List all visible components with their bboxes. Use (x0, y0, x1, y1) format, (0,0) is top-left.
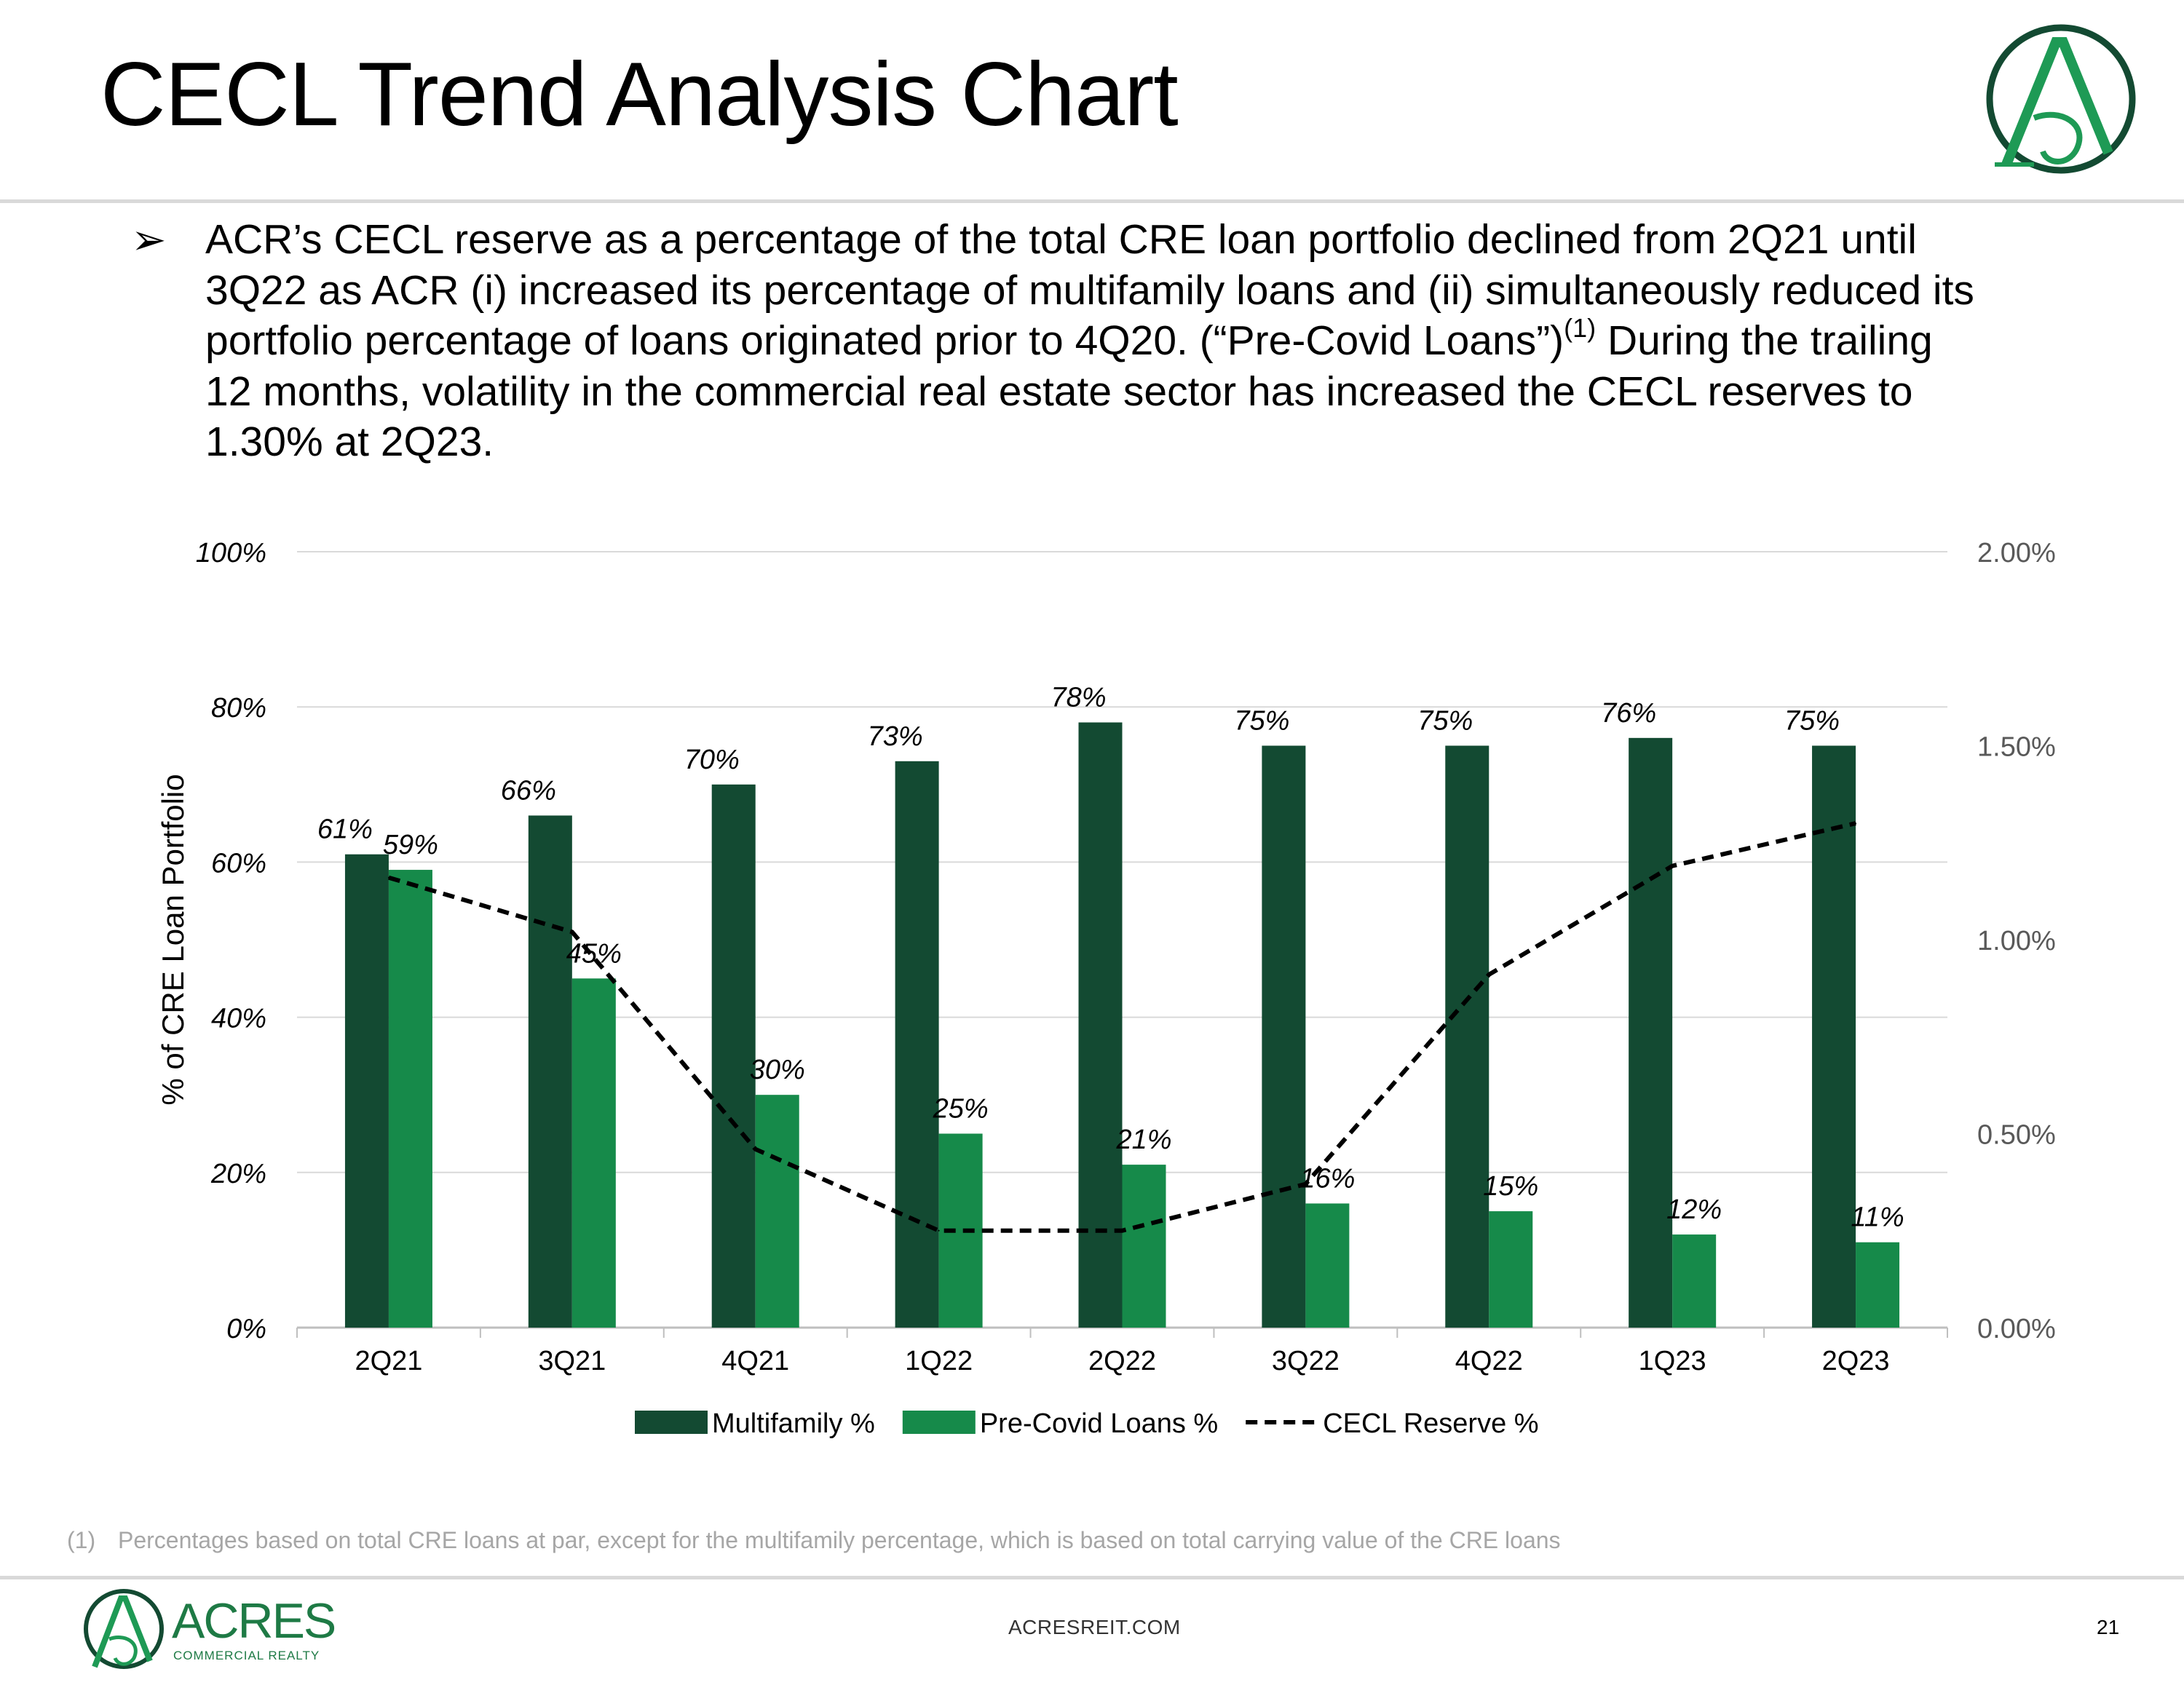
footer-tagline: COMMERCIAL REALTY (173, 1649, 320, 1662)
footnote: (1) Percentages based on total CRE loans… (67, 1527, 1561, 1554)
x-axis-tick-label: 1Q23 (1639, 1346, 1706, 1376)
multifamily-data-label: 76% (1601, 698, 1656, 729)
pre-covid-data-label: 30% (750, 1055, 805, 1085)
footnote-text: Percentages based on total CRE loans at … (118, 1527, 1561, 1553)
acres-footer-logo: ACRES COMMERCIAL REALTY (84, 1589, 336, 1669)
multifamily-bar (344, 854, 389, 1328)
footnote-reference: (1) (1564, 313, 1597, 343)
right-axis-tick-label: 1.00% (1977, 926, 2056, 956)
x-axis-tick-label: 4Q22 (1455, 1346, 1523, 1376)
summary-text-tail: During the trailing 12 months, volatilit… (205, 317, 1933, 465)
footer-brand: ACRES (172, 1593, 335, 1649)
page-title: CECL Trend Analysis Chart (100, 44, 1179, 145)
multifamily-bar (528, 815, 572, 1328)
left-axis-title: % of CRE Loan Portfolio (156, 774, 190, 1105)
multifamily-bar (711, 784, 756, 1328)
pre-covid-data-label: 12% (1666, 1194, 1722, 1225)
legend-label: Pre-Covid Loans % (980, 1408, 1218, 1439)
right-axis-tick-label: 0.00% (1977, 1314, 2056, 1344)
pre-covid-data-label: 45% (566, 938, 622, 969)
cecl-point (754, 1148, 756, 1150)
arrow-bullet-icon: ➢ (131, 216, 167, 263)
right-axis-tick-label: 1.50% (1977, 732, 2056, 763)
left-axis-tick-label: 100% (196, 538, 266, 568)
pre-covid-bar (1305, 1203, 1350, 1328)
multifamily-bar (895, 761, 939, 1328)
multifamily-data-label: 70% (684, 745, 740, 775)
multifamily-data-label: 78% (1051, 683, 1106, 713)
cecl-point (387, 876, 389, 879)
data-labels: 61% 66% 70% 73% 78% 75% 75% 76% 75% 59% 45% 30% 25% 2… (317, 683, 1904, 1233)
x-axis-tick-label: 2Q22 (1088, 1346, 1156, 1376)
left-axis-tick-label: 20% (210, 1159, 266, 1189)
left-axis-tick-label: 60% (211, 848, 266, 879)
legend-label: Multifamily % (712, 1408, 875, 1439)
summary-text: ACR’s CECL reserve as a percentage of th… (205, 215, 1989, 468)
pre-covid-data-label: 16% (1299, 1163, 1355, 1194)
summary-text-main: ACR’s CECL reserve as a percentage of th… (205, 216, 1974, 364)
page-number: 21 (2097, 1616, 2120, 1638)
right-axis-tick-label: 0.50% (1977, 1120, 2056, 1151)
cecl-point (1488, 973, 1490, 975)
x-axis-tick-label: 2Q21 (355, 1346, 422, 1376)
chart-legend: Multifamily % Pre-Covid Loans % CECL Reser… (635, 1408, 1539, 1439)
left-axis-tick-label: 40% (211, 1004, 266, 1034)
multifamily-data-label: 61% (317, 814, 373, 845)
pre-covid-data-label: 21% (1115, 1125, 1171, 1155)
cecl-line (387, 821, 1857, 1233)
pre-covid-bar (755, 1095, 799, 1328)
cecl-trend-chart: 61% 66% 70% 73% 78% 75% 75% 76% 75% 59% 45% 30% 25% 2… (156, 538, 2056, 1439)
multifamily-bar (1262, 745, 1306, 1328)
footnote-number: (1) (67, 1527, 96, 1553)
cecl-point (938, 1229, 940, 1232)
acres-logo-icon (1986, 24, 2136, 174)
cecl-point (1121, 1229, 1123, 1232)
cecl-point (1855, 822, 1857, 825)
summary-bullet: ➢ ACR’s CECL reserve as a percentage of … (131, 215, 1995, 468)
footer-divider (0, 1576, 2184, 1579)
multifamily-data-label: 75% (1784, 706, 1840, 737)
header-divider (0, 199, 2184, 203)
left-axis-tick-label: 80% (211, 693, 266, 723)
pre-covid-data-label: 11% (1851, 1202, 1904, 1233)
axes: 0% 20% 40% 60% 80% 100% 0.00% 0.50% 1.00% 1.50% 2.… (156, 538, 2056, 1376)
website-link[interactable]: ACRESREIT.COM (1008, 1616, 1181, 1638)
multifamily-data-label: 75% (1234, 706, 1289, 737)
pre-covid-bar (1122, 1165, 1166, 1328)
multifamily-data-label: 73% (868, 721, 923, 752)
multifamily-bar (1629, 737, 1673, 1328)
pre-covid-bar (571, 978, 616, 1328)
right-axis-tick-label: 2.00% (1977, 538, 2056, 568)
pre-covid-bar (1856, 1242, 1900, 1328)
multifamily-bar (1078, 722, 1123, 1328)
x-axis-tick-label: 3Q21 (538, 1346, 606, 1376)
bars (344, 722, 1900, 1328)
acres-mark-icon (84, 1589, 164, 1669)
pre-covid-data-label: 15% (1483, 1171, 1538, 1202)
x-axis-tick-label: 1Q22 (905, 1346, 973, 1376)
cecl-point (571, 931, 573, 933)
multifamily-data-label: 75% (1417, 706, 1473, 737)
pre-covid-data-label: 25% (933, 1094, 989, 1125)
cecl-point (1305, 1183, 1307, 1185)
legend-label: CECL Reserve % (1323, 1408, 1538, 1439)
pre-covid-bar (1672, 1234, 1717, 1328)
multifamily-data-label: 66% (501, 775, 556, 806)
pre-covid-bar (1489, 1211, 1533, 1328)
x-axis-tick-label: 2Q23 (1822, 1346, 1890, 1376)
x-axis-tick-label: 3Q22 (1272, 1346, 1340, 1376)
x-axis-tick-label: 4Q21 (721, 1346, 789, 1376)
legend-swatch-multifamily (635, 1411, 708, 1434)
left-axis-tick-label: 0% (226, 1314, 266, 1344)
multifamily-bar (1445, 745, 1489, 1328)
pre-covid-bar (388, 870, 432, 1328)
cecl-point (1671, 865, 1674, 867)
legend-swatch-pre-covid (902, 1411, 976, 1434)
multifamily-bar (1812, 745, 1856, 1328)
pre-covid-data-label: 59% (383, 830, 438, 860)
